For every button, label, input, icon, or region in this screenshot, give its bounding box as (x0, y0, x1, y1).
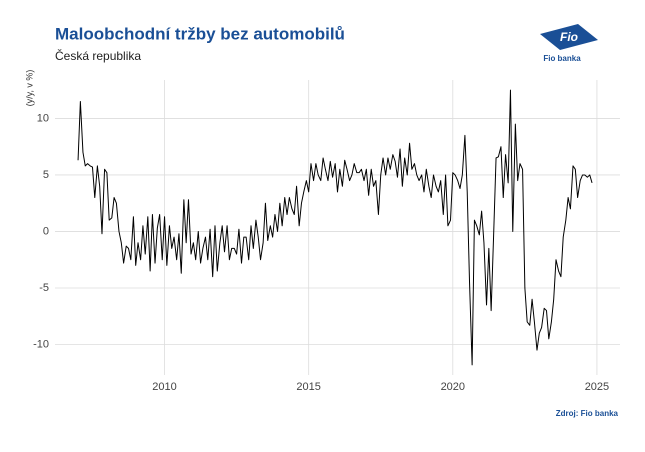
logo-text: Fio (560, 30, 578, 44)
y-tick-label: 0 (43, 225, 49, 237)
x-tick-label: 2020 (441, 381, 465, 393)
data-line (77, 89, 593, 366)
x-tick-label: 2025 (585, 381, 609, 393)
source: Zdroj: Fio banka (556, 409, 619, 418)
y-tick-label: -5 (39, 282, 49, 294)
chart-title: Maloobchodní tržby bez automobilů (55, 24, 345, 43)
x-tick-label: 2015 (296, 381, 320, 393)
y-tick-label: 5 (43, 169, 49, 181)
y-axis-label: (y/y, v %) (24, 70, 34, 107)
y-tick-label: -10 (33, 338, 49, 350)
logo-shape (540, 24, 598, 50)
chart-subtitle: Česká republika (55, 48, 141, 63)
x-tick-label: 2010 (152, 381, 176, 393)
logo: Fio Fio banka (540, 24, 598, 63)
logo-caption: Fio banka (543, 54, 581, 63)
y-tick-label: 10 (37, 112, 49, 124)
